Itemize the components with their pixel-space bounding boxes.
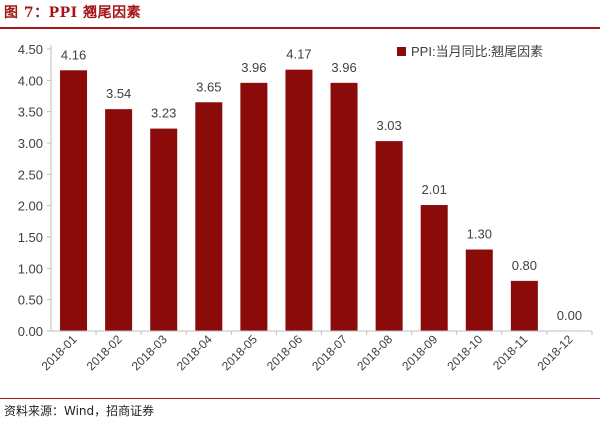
data-label: 2.01 (422, 182, 447, 197)
x-tick-label: 2018-03 (129, 332, 170, 373)
figure-title: 图 7：PPI 翘尾因素 (4, 5, 142, 21)
x-tick-label: 2018-06 (264, 332, 305, 373)
bar (510, 280, 538, 331)
y-tick-label: 2.50 (18, 167, 43, 182)
bar (375, 141, 403, 331)
source-note: 资料来源：Wind，招商证券 (4, 404, 155, 418)
data-label: 0.00 (557, 308, 582, 323)
x-tick-label: 2018-01 (39, 332, 80, 373)
x-tick-label: 2018-12 (535, 332, 576, 373)
x-tick-label: 2018-05 (219, 332, 260, 373)
legend-label: PPI:当月同比:翘尾因素 (411, 44, 543, 59)
y-tick-label: 0.50 (18, 293, 43, 308)
x-tick-label: 2018-09 (399, 332, 440, 373)
x-axis: 2018-01 2018-02 2018-03 2018-04 2018-05 2018-… (39, 330, 593, 373)
data-label: 3.54 (106, 86, 131, 101)
data-label: 0.80 (512, 258, 537, 273)
legend-swatch (397, 47, 406, 56)
y-tick-label: 2.00 (18, 199, 43, 214)
bar (240, 82, 268, 331)
title-rule (0, 27, 600, 29)
bar (60, 70, 88, 331)
bar (105, 109, 133, 331)
bar (285, 69, 313, 332)
data-label: 3.03 (376, 118, 401, 133)
bars: 4.16 3.54 3.23 3.65 3.96 4.17 3.96 3.03 2.01 1.30… (60, 47, 582, 332)
data-label: 3.96 (331, 60, 356, 75)
data-label: 3.65 (196, 79, 221, 94)
x-tick-label: 2018-11 (490, 332, 531, 373)
bar (465, 249, 493, 331)
y-tick-label: 3.00 (18, 136, 43, 151)
data-label: 3.96 (241, 60, 266, 75)
data-label: 4.17 (286, 47, 311, 62)
data-label: 1.30 (467, 227, 492, 242)
y-tick-label: 1.00 (18, 261, 43, 276)
data-label: 4.16 (61, 47, 86, 62)
y-tick-label: 4.50 (18, 42, 43, 57)
bar (330, 82, 358, 331)
x-tick-label: 2018-08 (354, 332, 395, 373)
y-tick-label: 0.00 (18, 324, 43, 339)
y-tick-label: 4.00 (18, 73, 43, 88)
data-label: 3.23 (151, 106, 176, 121)
source-rule (0, 398, 600, 399)
x-tick-label: 2018-04 (174, 332, 215, 373)
bar (420, 205, 448, 331)
x-tick-label: 2018-07 (309, 332, 350, 373)
x-tick-label: 2018-02 (84, 332, 125, 373)
bar (150, 128, 178, 331)
bar-chart: 0.00 0.50 1.00 1.50 2.00 2.50 3.00 3.50 4.00 4.50… (18, 42, 593, 373)
y-axis: 0.00 0.50 1.00 1.50 2.00 2.50 3.00 3.50 4.00 4.50 (18, 42, 52, 339)
bar (195, 102, 223, 332)
legend: PPI:当月同比:翘尾因素 (397, 44, 543, 59)
y-tick-label: 1.50 (18, 230, 43, 245)
y-tick-label: 3.50 (18, 105, 43, 120)
x-tick-label: 2018-10 (444, 332, 485, 373)
